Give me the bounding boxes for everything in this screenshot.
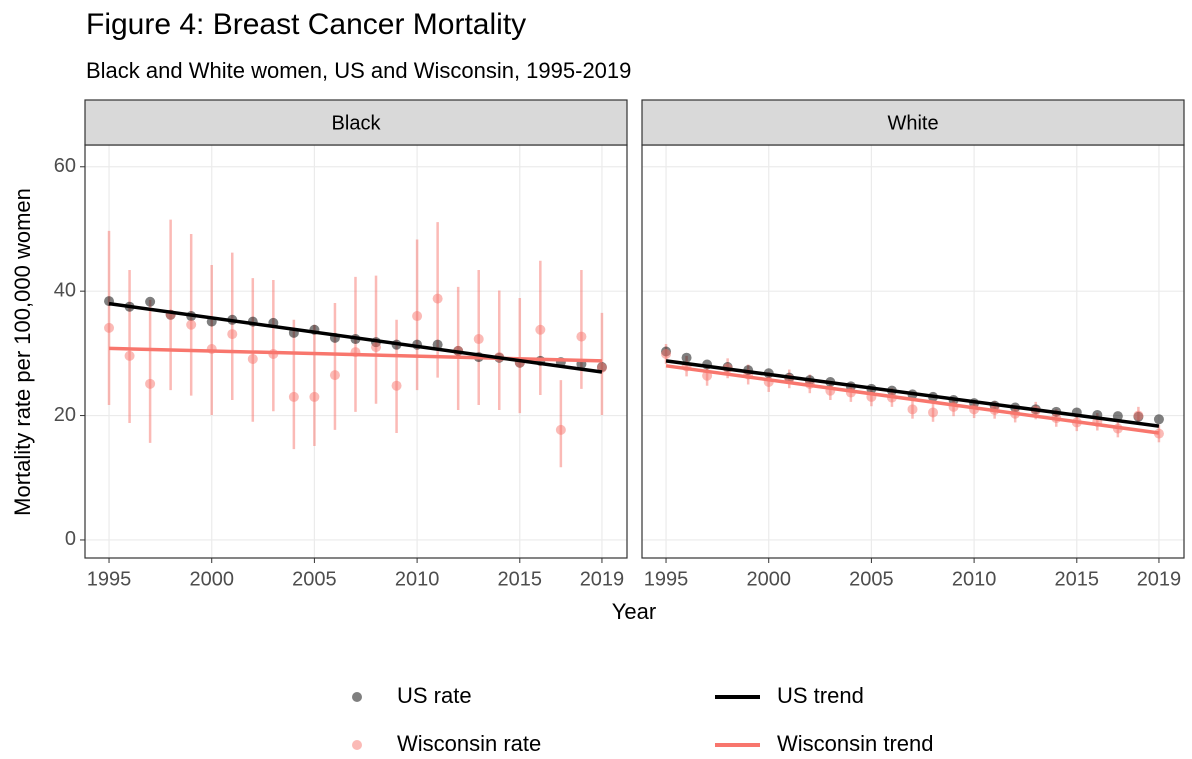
x-tick-label: 2010 xyxy=(952,568,997,590)
wisconsin-rate-point xyxy=(247,353,258,364)
wisconsin-rate-point xyxy=(391,380,402,391)
facet-title: Black xyxy=(332,112,382,134)
trend-line xyxy=(665,359,1160,428)
x-tick-label: 2015 xyxy=(1055,568,1100,590)
legend-label: Wisconsin rate xyxy=(397,731,541,756)
wisconsin-rate-point xyxy=(329,370,340,381)
wisconsin-rate-point xyxy=(576,331,587,342)
wisconsin-rate-point xyxy=(432,293,443,304)
x-tick-label: 2019 xyxy=(1137,568,1182,590)
wisconsin-rate-point xyxy=(412,311,423,322)
legend-key xyxy=(352,740,362,750)
wisconsin-rate-point xyxy=(227,329,238,340)
y-axis-label: Mortality rate per 100,000 women xyxy=(10,188,35,516)
y-tick-label: 0 xyxy=(65,528,76,550)
chart-subtitle: Black and White women, US and Wisconsin,… xyxy=(86,58,631,83)
wisconsin-rate-point xyxy=(145,378,156,389)
trend-line xyxy=(108,301,603,374)
legend-label: US rate xyxy=(397,683,472,708)
wisconsin-rate-point xyxy=(473,334,484,345)
x-tick-label: 2000 xyxy=(189,568,234,590)
wisconsin-rate-point xyxy=(535,324,546,335)
x-tick-label: 2000 xyxy=(746,568,791,590)
us-rate-point xyxy=(145,296,156,307)
us-rate-point xyxy=(681,352,692,363)
y-tick-label: 20 xyxy=(54,404,76,426)
us-rate-point xyxy=(1153,414,1164,425)
trend-line xyxy=(665,364,1160,435)
x-tick-label: 1995 xyxy=(644,568,689,590)
wisconsin-rate-point xyxy=(555,424,566,435)
wisconsin-rate-point xyxy=(1133,410,1144,421)
wisconsin-rate-point xyxy=(907,404,918,415)
wisconsin-rate-point xyxy=(124,350,135,361)
wisconsin-rate-point xyxy=(371,342,382,353)
x-tick-label: 1995 xyxy=(87,568,132,590)
wisconsin-rate-point xyxy=(309,391,320,402)
facet-strip xyxy=(641,99,1185,146)
legend-label: US trend xyxy=(777,683,864,708)
legend-key xyxy=(352,692,362,702)
x-tick-label: 2019 xyxy=(580,568,625,590)
wisconsin-rate-point xyxy=(928,407,939,418)
facet-strip xyxy=(84,99,628,146)
x-tick-label: 2010 xyxy=(395,568,440,590)
facet-title: White xyxy=(887,112,938,134)
wisconsin-rate-point xyxy=(186,319,197,330)
x-tick-label: 2015 xyxy=(498,568,543,590)
x-axis-label: Year xyxy=(612,599,656,624)
chart-title: Figure 4: Breast Cancer Mortality xyxy=(86,8,526,41)
y-tick-label: 40 xyxy=(54,279,76,301)
trend-line xyxy=(108,346,602,363)
wisconsin-rate-point xyxy=(661,348,672,359)
legend-label: Wisconsin trend xyxy=(777,731,934,756)
wisconsin-rate-point xyxy=(104,322,115,333)
wisconsin-rate-point xyxy=(288,391,299,402)
y-tick-label: 60 xyxy=(54,155,76,177)
x-tick-label: 2005 xyxy=(292,568,337,590)
x-tick-label: 2005 xyxy=(849,568,894,590)
panel-background xyxy=(642,145,1184,558)
